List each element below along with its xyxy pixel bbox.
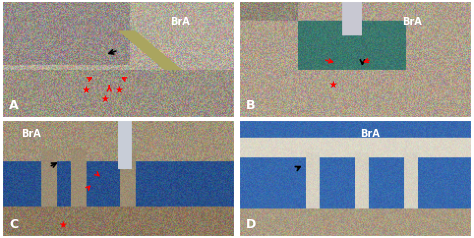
Text: ★: ★ <box>58 220 67 230</box>
Text: C: C <box>9 218 18 231</box>
Text: BrA: BrA <box>402 17 422 27</box>
Text: BrA: BrA <box>21 129 41 139</box>
Text: BrA: BrA <box>360 129 380 139</box>
Text: B: B <box>246 99 256 112</box>
Text: ★: ★ <box>100 94 109 104</box>
Text: D: D <box>246 218 256 231</box>
Text: BrA: BrA <box>170 17 190 27</box>
Text: ★: ★ <box>114 85 123 95</box>
Text: ★: ★ <box>82 85 91 95</box>
Text: ★: ★ <box>328 80 337 90</box>
Text: A: A <box>9 99 19 112</box>
